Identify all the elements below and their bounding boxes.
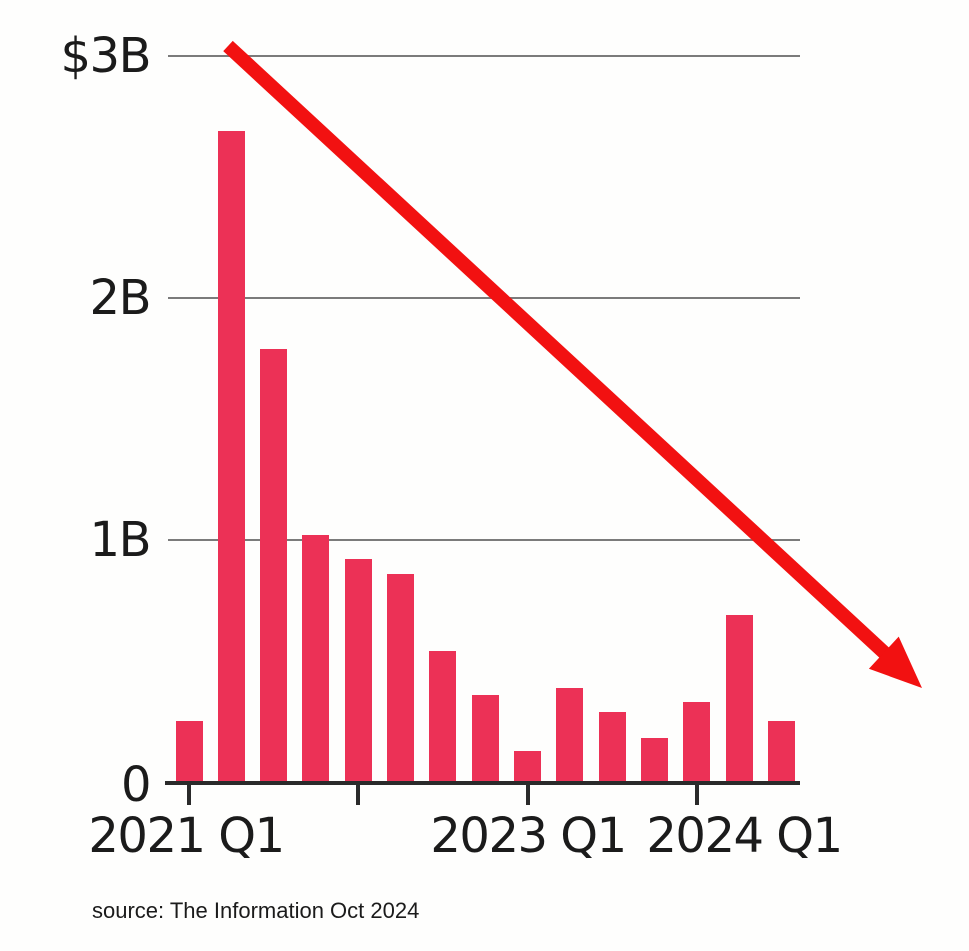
bar (556, 688, 584, 784)
bar (514, 751, 542, 784)
y-axis-label: $3B (60, 28, 151, 84)
bar (768, 721, 796, 784)
gridline (168, 55, 800, 57)
arrow-head-icon (868, 636, 922, 688)
bar (641, 738, 669, 784)
bar (175, 721, 203, 784)
y-axis-label: 1B (89, 512, 152, 568)
x-axis-tick (694, 785, 699, 805)
x-axis-line (165, 781, 800, 785)
bar (429, 651, 457, 784)
y-axis-label: 2B (89, 270, 152, 326)
x-axis-label: 2023 Q1 (430, 808, 627, 864)
bar (302, 535, 330, 784)
bar (217, 131, 245, 784)
bar (471, 695, 499, 784)
source-note: source: The Information Oct 2024 (92, 898, 420, 923)
bar (683, 702, 711, 784)
x-axis-label: 2024 Q1 (646, 808, 843, 864)
bar (725, 615, 753, 784)
x-axis-tick (187, 785, 191, 805)
y-axis-label: 0 (120, 757, 152, 813)
x-axis-tick (356, 785, 361, 805)
bar (344, 559, 372, 784)
x-axis-label: 2021 Q1 (88, 808, 285, 864)
gridline (168, 297, 800, 299)
bar (598, 712, 626, 784)
x-axis-tick (525, 785, 530, 805)
bar (387, 574, 415, 784)
bar (260, 349, 288, 784)
